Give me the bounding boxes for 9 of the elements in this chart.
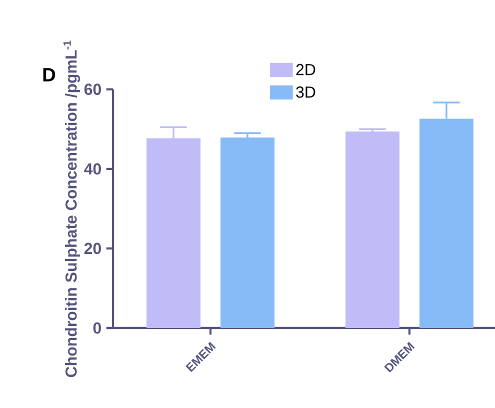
legend-label: 2D — [296, 64, 316, 76]
y-tick-label: 40 — [84, 163, 101, 175]
legend-label: 3D — [296, 86, 316, 98]
y-axis-title: Chondroitin Sulphate Concentration /pgmL$^{-1}$ — [63, 40, 80, 378]
y-tick-label: 0 — [93, 322, 101, 334]
y-tick-label: 20 — [84, 242, 101, 254]
y-tick-label: 60 — [84, 84, 101, 95]
text: D — [43, 68, 56, 82]
bar — [345, 132, 400, 328]
